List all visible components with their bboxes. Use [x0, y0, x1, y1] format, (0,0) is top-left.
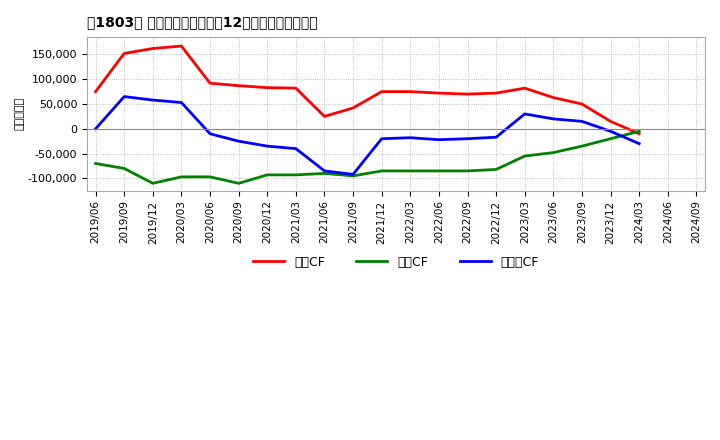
Line: フリーCF: フリーCF	[96, 97, 639, 174]
フリーCF	[177, 100, 186, 105]
投資CF	[234, 181, 243, 186]
フリーCF	[521, 111, 529, 117]
投資CF	[492, 167, 500, 172]
フリーCF	[606, 128, 615, 134]
営業CF	[606, 119, 615, 124]
Legend: 営業CF, 投資CF, フリーCF: 営業CF, 投資CF, フリーCF	[248, 251, 544, 274]
営業CF	[435, 91, 444, 96]
投資CF	[577, 143, 586, 149]
営業CF	[492, 91, 500, 96]
フリーCF	[292, 146, 300, 151]
投資CF	[377, 168, 386, 173]
フリーCF	[549, 116, 558, 121]
フリーCF	[406, 135, 415, 140]
営業CF	[577, 101, 586, 106]
営業CF	[406, 89, 415, 94]
フリーCF	[492, 135, 500, 140]
営業CF	[91, 89, 100, 94]
営業CF	[120, 51, 128, 56]
フリーCF	[263, 143, 271, 149]
投資CF	[263, 172, 271, 177]
営業CF	[377, 89, 386, 94]
フリーCF	[320, 168, 329, 173]
フリーCF	[348, 172, 357, 177]
投資CF	[549, 150, 558, 155]
投資CF	[320, 171, 329, 176]
フリーCF	[577, 119, 586, 124]
Y-axis label: （百万円）: （百万円）	[15, 97, 25, 131]
フリーCF	[234, 139, 243, 144]
営業CF	[521, 85, 529, 91]
営業CF	[234, 83, 243, 88]
営業CF	[549, 95, 558, 100]
Line: 投資CF: 投資CF	[96, 131, 639, 183]
営業CF	[463, 92, 472, 97]
投資CF	[406, 168, 415, 173]
投資CF	[435, 168, 444, 173]
営業CF	[292, 85, 300, 91]
営業CF	[148, 46, 157, 51]
フリーCF	[91, 126, 100, 132]
投資CF	[91, 161, 100, 166]
営業CF	[348, 105, 357, 110]
投資CF	[148, 181, 157, 186]
投資CF	[606, 136, 615, 141]
投資CF	[463, 168, 472, 173]
フリーCF	[148, 97, 157, 103]
Text: ［1803］ キャッシュフローの12か月移動合計の推移: ［1803］ キャッシュフローの12か月移動合計の推移	[87, 15, 318, 29]
投資CF	[177, 174, 186, 180]
営業CF	[320, 114, 329, 119]
投資CF	[521, 154, 529, 159]
投資CF	[292, 172, 300, 177]
フリーCF	[435, 137, 444, 142]
営業CF	[263, 85, 271, 90]
投資CF	[120, 166, 128, 171]
フリーCF	[463, 136, 472, 141]
営業CF	[635, 131, 644, 136]
投資CF	[635, 128, 644, 134]
フリーCF	[377, 136, 386, 141]
フリーCF	[635, 141, 644, 147]
フリーCF	[120, 94, 128, 99]
投資CF	[348, 173, 357, 179]
営業CF	[206, 81, 215, 86]
投資CF	[206, 174, 215, 180]
フリーCF	[206, 131, 215, 136]
営業CF	[177, 44, 186, 49]
Line: 営業CF: 営業CF	[96, 46, 639, 134]
